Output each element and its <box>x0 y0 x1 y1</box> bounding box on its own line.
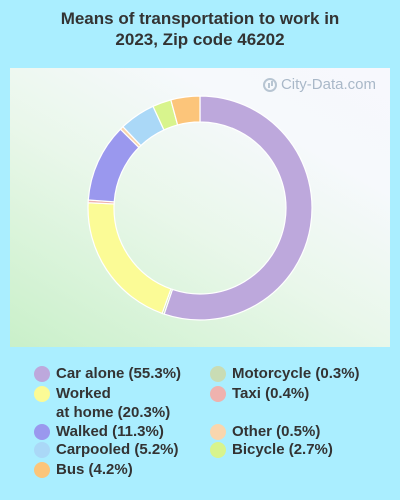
legend-swatch <box>210 386 226 402</box>
legend-label-line: Bicycle (2.7%) <box>232 441 333 458</box>
city-data-logo-icon <box>262 77 277 92</box>
legend-swatch <box>34 424 50 440</box>
donut-slice-0 <box>163 95 313 321</box>
legend-item-5: Other (0.5%) <box>210 422 320 441</box>
legend-label: Walked (11.3%) <box>56 422 164 441</box>
legend-item-6: Carpooled (5.2%) <box>34 440 179 459</box>
legend-swatch <box>34 366 50 382</box>
legend-label-line: Motorcycle (0.3%) <box>232 365 360 382</box>
chart-title-line-2: 2023, Zip code 46202 <box>115 30 285 49</box>
watermark-text: City-Data.com <box>280 76 376 93</box>
legend-item-8: Bus (4.2%) <box>34 460 133 479</box>
legend-label-line: Other (0.5%) <box>232 423 321 440</box>
legend-label: Carpooled (5.2%) <box>56 440 179 459</box>
legend-swatch <box>210 442 226 458</box>
donut-slice-8 <box>170 95 201 126</box>
legend-label: Car alone (55.3%) <box>56 364 181 383</box>
legend-label-line: Car alone (55.3%) <box>56 365 182 382</box>
legend-label-line: at home (20.3%) <box>56 404 171 421</box>
legend-label-line: Worked <box>56 385 111 402</box>
legend-swatch <box>210 424 226 440</box>
legend-label: Other (0.5%) <box>232 422 320 441</box>
legend-label: Bus (4.2%) <box>56 460 133 479</box>
legend-item-0: Car alone (55.3%) <box>34 364 181 383</box>
legend-item-4: Walked (11.3%) <box>34 422 164 441</box>
legend-label-line: Walked (11.3%) <box>56 423 164 440</box>
watermark: City-Data.com <box>262 76 376 93</box>
donut-slice-2 <box>87 202 172 315</box>
legend: Car alone (55.3%) Motorcycle (0.3%) Worked… <box>0 364 400 494</box>
plot-area: City-Data.com <box>10 68 390 347</box>
legend-swatch <box>34 386 50 402</box>
legend-label-line: Taxi (0.4%) <box>232 385 310 402</box>
legend-swatch <box>34 442 50 458</box>
donut-chart <box>87 95 313 321</box>
legend-item-7: Bicycle (2.7%) <box>210 440 333 459</box>
legend-label: Worked at home (20.3%) <box>56 384 170 422</box>
chart-title-line-1: Means of transportation to work in <box>60 9 340 28</box>
legend-label-line: Bus (4.2%) <box>56 461 133 478</box>
legend-label-line: Carpooled (5.2%) <box>56 441 179 458</box>
legend-item-2: Worked at home (20.3%) <box>34 384 170 422</box>
legend-item-3: Taxi (0.4%) <box>210 384 309 403</box>
legend-swatch <box>210 366 226 382</box>
legend-label: Motorcycle (0.3%) <box>232 364 360 383</box>
legend-swatch <box>34 462 50 478</box>
chart-title: Means of transportation to work in 2023,… <box>0 8 400 50</box>
legend-label: Taxi (0.4%) <box>232 384 309 403</box>
legend-item-1: Motorcycle (0.3%) <box>210 364 360 383</box>
legend-label: Bicycle (2.7%) <box>232 440 333 459</box>
